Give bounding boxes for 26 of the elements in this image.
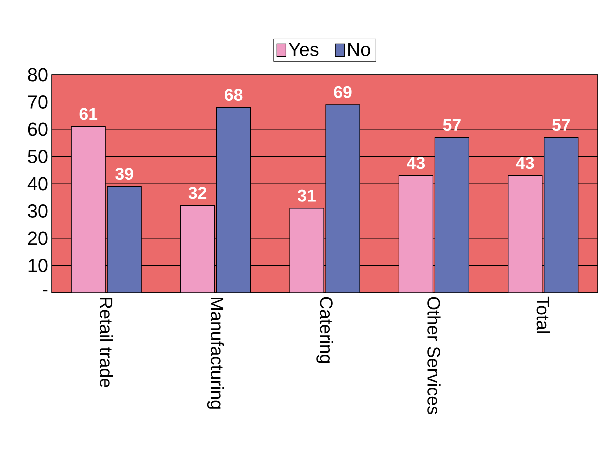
data-label: 43 xyxy=(407,157,426,170)
y-tick-label: 20 xyxy=(28,232,48,246)
data-label: 32 xyxy=(188,187,207,200)
y-tick-label: 80 xyxy=(28,68,48,82)
y-tick-label: 60 xyxy=(28,122,48,136)
x-tick-label: Other Services xyxy=(428,297,441,414)
data-label: 43 xyxy=(516,157,534,170)
data-label: 61 xyxy=(80,108,98,120)
y-tick-label: 40 xyxy=(28,177,48,191)
x-tick-label: Total xyxy=(536,296,550,334)
y-tick-label: 50 xyxy=(28,150,48,164)
legend-label: No xyxy=(348,43,370,56)
data-label: 68 xyxy=(225,89,243,102)
x-tick-label: Manufacturing xyxy=(207,298,224,409)
y-tick-label: 30 xyxy=(28,204,48,218)
x-tick-label: Catering xyxy=(316,297,334,364)
data-label: 69 xyxy=(334,86,352,98)
y-tick-label: 10 xyxy=(28,259,48,272)
data-label: 31 xyxy=(298,190,316,202)
data-label: 39 xyxy=(116,168,134,180)
x-tick-label: Retail trade xyxy=(100,298,114,388)
y-tick-label: - xyxy=(43,290,48,292)
data-label: 57 xyxy=(443,119,461,132)
y-tick-label: 70 xyxy=(28,96,48,109)
data-label: 57 xyxy=(552,119,570,132)
legend-label: Yes xyxy=(288,43,319,56)
